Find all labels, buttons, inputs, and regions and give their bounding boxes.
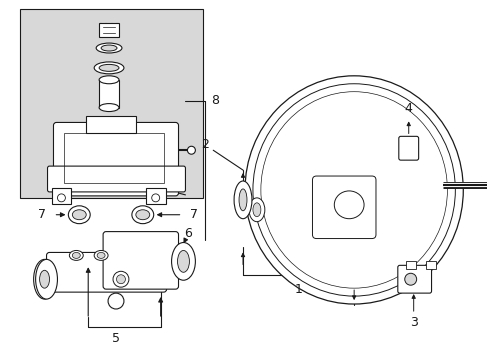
- Bar: [86, 116, 136, 133]
- Bar: [99, 80, 119, 108]
- Ellipse shape: [260, 92, 447, 288]
- FancyBboxPatch shape: [103, 231, 178, 289]
- Ellipse shape: [108, 293, 123, 309]
- Text: 2: 2: [201, 138, 209, 151]
- Ellipse shape: [36, 260, 57, 299]
- Text: 6: 6: [184, 227, 192, 240]
- Ellipse shape: [244, 76, 462, 304]
- Ellipse shape: [404, 273, 416, 285]
- Ellipse shape: [97, 252, 105, 258]
- Ellipse shape: [94, 251, 108, 260]
- Ellipse shape: [99, 64, 119, 71]
- Ellipse shape: [72, 210, 86, 220]
- Ellipse shape: [68, 206, 90, 224]
- Ellipse shape: [171, 243, 195, 280]
- Ellipse shape: [132, 206, 153, 224]
- Ellipse shape: [252, 84, 454, 296]
- Ellipse shape: [69, 251, 83, 260]
- Ellipse shape: [187, 146, 195, 154]
- FancyBboxPatch shape: [53, 122, 178, 196]
- Ellipse shape: [177, 251, 189, 272]
- Ellipse shape: [99, 104, 119, 112]
- Text: 4: 4: [404, 102, 412, 115]
- Ellipse shape: [72, 252, 80, 258]
- Ellipse shape: [116, 275, 125, 284]
- Ellipse shape: [101, 45, 117, 51]
- Ellipse shape: [248, 198, 264, 222]
- Ellipse shape: [239, 189, 246, 211]
- Text: 5: 5: [112, 332, 120, 345]
- Text: 3: 3: [409, 316, 417, 329]
- FancyBboxPatch shape: [46, 252, 166, 292]
- Ellipse shape: [151, 194, 160, 202]
- Bar: [20, 9, 203, 198]
- Text: 7: 7: [190, 208, 198, 221]
- Ellipse shape: [99, 76, 119, 84]
- Ellipse shape: [94, 62, 123, 74]
- Ellipse shape: [252, 203, 260, 217]
- Ellipse shape: [57, 194, 65, 202]
- Ellipse shape: [113, 271, 129, 287]
- Text: 1: 1: [294, 283, 302, 296]
- Bar: [51, 188, 71, 204]
- Bar: [99, 23, 119, 37]
- Bar: [425, 261, 435, 269]
- Ellipse shape: [136, 210, 149, 220]
- Ellipse shape: [40, 270, 49, 288]
- Ellipse shape: [334, 191, 364, 219]
- Ellipse shape: [234, 181, 251, 219]
- Bar: [64, 133, 163, 183]
- FancyBboxPatch shape: [312, 176, 375, 239]
- FancyBboxPatch shape: [47, 166, 185, 192]
- FancyBboxPatch shape: [398, 136, 418, 160]
- Bar: [145, 188, 165, 204]
- Text: 7: 7: [38, 208, 45, 221]
- Ellipse shape: [96, 43, 122, 53]
- Text: 8: 8: [211, 94, 219, 107]
- FancyBboxPatch shape: [397, 265, 431, 293]
- Bar: [405, 261, 415, 269]
- Ellipse shape: [34, 260, 55, 299]
